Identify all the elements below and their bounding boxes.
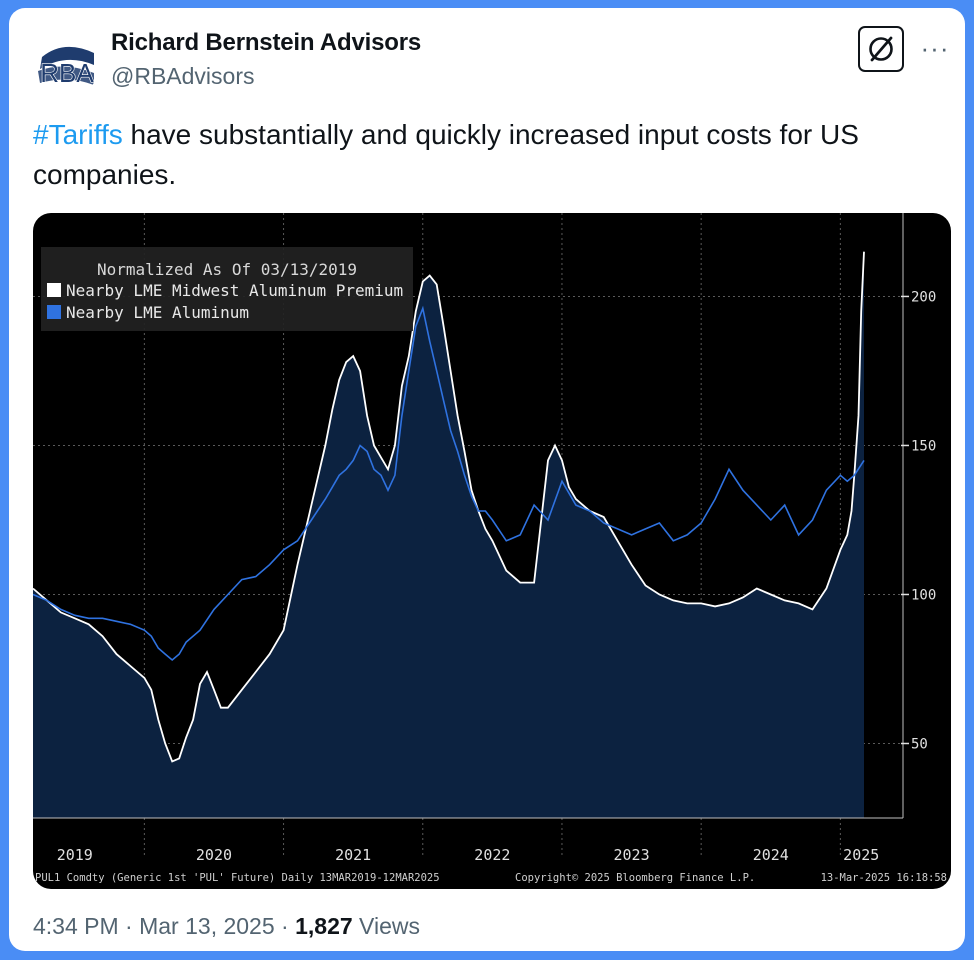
legend-label-aluminum: Nearby LME Aluminum	[66, 303, 249, 322]
footer-left: PUL1 Comdty (Generic 1st 'PUL' Future) D…	[35, 872, 440, 884]
chart-title: Normalized As Of 03/13/2019	[97, 260, 357, 279]
chart-image[interactable]: 50 100 150 200 2019 2020 2021 2022 2023 2024 2025…	[33, 213, 951, 889]
grok-icon	[869, 36, 893, 62]
avatar[interactable]: RBA	[34, 35, 98, 99]
footer-right: 13-Mar-2025 16:18:58	[821, 872, 947, 884]
x-tick-label: 2025	[843, 846, 879, 864]
legend-box	[41, 247, 413, 331]
meta-separator: ·	[118, 913, 140, 939]
x-tick-label: 2024	[753, 846, 789, 864]
y-tick-label: 150	[911, 438, 936, 454]
tweet-time[interactable]: 4:34 PM	[33, 913, 119, 939]
views-count: 1,827	[295, 913, 353, 939]
x-tick-label: 2022	[474, 846, 510, 864]
y-tick-label: 50	[911, 736, 928, 752]
y-tick-label: 200	[911, 289, 936, 305]
tweet-text: #Tariffs have substantially and quickly …	[33, 115, 913, 195]
aluminum-line	[33, 305, 865, 662]
x-tick-label: 2019	[57, 846, 93, 864]
y-axis: 50 100 150 200	[901, 213, 936, 818]
tweet-date[interactable]: Mar 13, 2025	[139, 913, 275, 939]
aluminum-chart: 50 100 150 200 2019 2020 2021 2022 2023 2024 2025…	[33, 213, 947, 884]
x-tick-label: 2023	[613, 846, 649, 864]
more-dots-icon: ···	[920, 32, 950, 63]
views-label: Views	[352, 913, 420, 939]
x-axis: 2019 2020 2021 2022 2023 2024 2025	[33, 817, 903, 864]
x-tick-label: 2020	[196, 846, 232, 864]
tweet-meta: 4:34 PM · Mar 13, 2025 · 1,827 Views	[33, 913, 420, 940]
premium-area-fill	[33, 251, 864, 818]
y-tick-label: 100	[911, 587, 936, 603]
legend-swatch-premium	[47, 283, 61, 297]
legend-label-premium: Nearby LME Midwest Aluminum Premium	[66, 281, 403, 300]
grok-button[interactable]	[858, 26, 904, 72]
tweet-body: have substantially and quickly increased…	[33, 119, 859, 190]
tweet-card[interactable]: RBA Richard Bernstein Advisors @RBAdviso…	[9, 8, 965, 951]
more-options-button[interactable]: ···	[919, 32, 951, 64]
x-tick-label: 2021	[335, 846, 371, 864]
author-handle[interactable]: @RBAdvisors	[111, 63, 255, 89]
legend-swatch-aluminum	[47, 305, 61, 319]
premium-line	[33, 251, 865, 763]
meta-separator: ·	[274, 913, 296, 939]
avatar-text: RBA	[40, 58, 94, 88]
author-name[interactable]: Richard Bernstein Advisors	[111, 29, 421, 56]
rba-logo-icon: RBA	[34, 35, 98, 99]
hashtag-link[interactable]: #Tariffs	[33, 119, 123, 150]
footer-center: Copyright© 2025 Bloomberg Finance L.P.	[515, 872, 755, 884]
